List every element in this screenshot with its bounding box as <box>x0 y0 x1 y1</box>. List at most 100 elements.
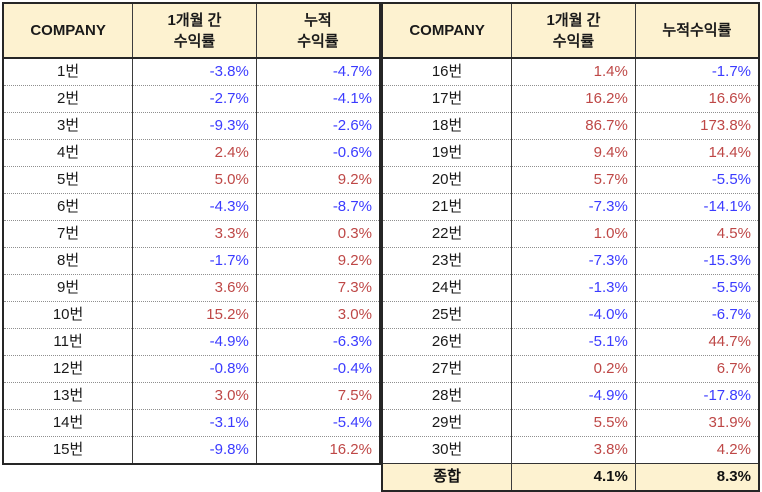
company-cell[interactable]: 14번 <box>3 409 133 437</box>
company-cell[interactable]: 19번 <box>382 139 512 167</box>
cumulative-return-cell[interactable]: 0.3% <box>255 220 380 248</box>
company-cell[interactable]: 2번 <box>3 85 133 113</box>
monthly-return-cell[interactable]: 15.2% <box>132 301 257 329</box>
monthly-return-cell[interactable]: 3.6% <box>132 274 257 302</box>
cumulative-return-cell[interactable]: -4.1% <box>255 85 380 113</box>
monthly-return-cell[interactable]: -1.3% <box>511 274 636 302</box>
cumulative-return-cell[interactable]: -5.5% <box>634 274 759 302</box>
cumulative-return-cell[interactable]: 16.2% <box>255 436 380 464</box>
company-cell[interactable]: 8번 <box>3 247 133 275</box>
company-cell[interactable]: 12번 <box>3 355 133 383</box>
monthly-return-cell[interactable]: 2.4% <box>132 139 257 167</box>
cumulative-return-cell[interactable]: 9.2% <box>255 166 380 194</box>
left-cumulative-return-header-cell[interactable]: 누적 수익률 <box>255 3 380 59</box>
monthly-return-cell[interactable]: 1.4% <box>511 58 636 86</box>
monthly-return-cell[interactable]: 5.7% <box>511 166 636 194</box>
cumulative-return-cell[interactable]: 4.5% <box>634 220 759 248</box>
monthly-return-cell[interactable]: 9.4% <box>511 139 636 167</box>
company-cell[interactable]: 23번 <box>382 247 512 275</box>
company-cell[interactable]: 18번 <box>382 112 512 140</box>
monthly-return-cell[interactable]: -7.3% <box>511 193 636 221</box>
right-returns-table: COMPANY 1개월 간 수익률 누적수익률 16번 1.4% -1.7% 17번 1… <box>381 2 760 492</box>
monthly-return-cell[interactable]: 3.0% <box>132 382 257 410</box>
company-cell[interactable]: 13번 <box>3 382 133 410</box>
cumulative-return-cell[interactable]: 7.5% <box>255 382 380 410</box>
summary-monthly-return-cell[interactable]: 4.1% <box>511 463 636 491</box>
company-cell[interactable]: 28번 <box>382 382 512 410</box>
cumulative-return-cell[interactable]: -6.3% <box>255 328 380 356</box>
cumulative-return-cell[interactable]: 173.8% <box>634 112 759 140</box>
monthly-return-cell[interactable]: -4.0% <box>511 301 636 329</box>
company-cell[interactable]: 25번 <box>382 301 512 329</box>
company-cell[interactable]: 5번 <box>3 166 133 194</box>
summary-label-cell[interactable]: 종합 <box>382 463 512 491</box>
company-cell[interactable]: 16번 <box>431 63 463 80</box>
monthly-return-cell[interactable]: -3.1% <box>132 409 257 437</box>
monthly-return-cell[interactable]: -3.8% <box>132 58 257 86</box>
company-cell[interactable]: 3번 <box>3 112 133 140</box>
company-cell[interactable]: 29번 <box>382 409 512 437</box>
monthly-return-cell[interactable]: -4.3% <box>132 193 257 221</box>
cumulative-return-cell[interactable]: -8.7% <box>255 193 380 221</box>
monthly-return-cell[interactable]: -0.8% <box>132 355 257 383</box>
monthly-return-cell[interactable]: -9.3% <box>132 112 257 140</box>
cumulative-return-cell[interactable]: -6.7% <box>634 301 759 329</box>
cumulative-return-cell[interactable]: -0.4% <box>255 355 380 383</box>
monthly-return-cell[interactable]: 3.8% <box>511 436 636 464</box>
company-cell[interactable]: 9번 <box>3 274 133 302</box>
cumulative-return-cell[interactable]: 16.6% <box>634 85 759 113</box>
company-cell[interactable]: 4번 <box>3 139 133 167</box>
company-cell[interactable]: 11번 <box>3 328 133 356</box>
company-cell[interactable]: 24번 <box>382 274 512 302</box>
cumulative-return-cell[interactable]: 7.3% <box>255 274 380 302</box>
company-cell[interactable]: 1번 <box>57 63 80 80</box>
cumulative-return-cell[interactable]: 44.7% <box>634 328 759 356</box>
cumulative-return-cell[interactable]: 6.7% <box>634 355 759 383</box>
monthly-return-cell[interactable]: -5.1% <box>511 328 636 356</box>
right-cumulative-return-header-cell[interactable]: 누적수익률 <box>634 3 759 59</box>
left-company-header-cell[interactable]: COMPANY <box>3 3 133 59</box>
company-cell[interactable]: 26번 <box>382 328 512 356</box>
monthly-return-cell[interactable]: -7.3% <box>511 247 636 275</box>
company-cell[interactable]: 21번 <box>382 193 512 221</box>
company-cell[interactable]: 22번 <box>382 220 512 248</box>
cumulative-return-cell[interactable]: -2.6% <box>255 112 380 140</box>
company-cell[interactable]: 17번 <box>382 85 512 113</box>
company-cell[interactable]: 30번 <box>382 436 512 464</box>
right-monthly-return-header-cell[interactable]: 1개월 간 수익률 <box>511 3 636 59</box>
company-cell[interactable]: 6번 <box>3 193 133 221</box>
cumulative-return-cell[interactable]: -1.7% <box>634 58 759 86</box>
company-cell[interactable]: 15번 <box>3 436 133 464</box>
company-cell[interactable]: 7번 <box>3 220 133 248</box>
right-company-header-cell[interactable]: COMPANY <box>382 3 512 59</box>
monthly-return-cell[interactable]: -4.9% <box>132 328 257 356</box>
cumulative-return-cell[interactable]: -14.1% <box>634 193 759 221</box>
monthly-return-cell[interactable]: 16.2% <box>511 85 636 113</box>
summary-cumulative-return-cell[interactable]: 8.3% <box>634 463 759 491</box>
cumulative-return-cell[interactable]: -5.5% <box>634 166 759 194</box>
monthly-return-cell[interactable]: 0.2% <box>511 355 636 383</box>
company-cell[interactable]: 20번 <box>382 166 512 194</box>
cumulative-return-cell[interactable]: 3.0% <box>255 301 380 329</box>
monthly-return-cell[interactable]: 1.0% <box>511 220 636 248</box>
monthly-return-cell[interactable]: 5.0% <box>132 166 257 194</box>
monthly-return-cell[interactable]: 3.3% <box>132 220 257 248</box>
cumulative-return-cell[interactable]: 9.2% <box>255 247 380 275</box>
left-monthly-return-header-cell[interactable]: 1개월 간 수익률 <box>132 3 257 59</box>
cumulative-return-cell[interactable]: 31.9% <box>634 409 759 437</box>
cumulative-return-cell[interactable]: 14.4% <box>634 139 759 167</box>
cumulative-return-cell[interactable]: -0.6% <box>255 139 380 167</box>
monthly-return-cell[interactable]: -4.9% <box>511 382 636 410</box>
cumulative-return-cell[interactable]: -15.3% <box>634 247 759 275</box>
cumulative-return-cell[interactable]: 4.2% <box>634 436 759 464</box>
monthly-return-cell[interactable]: -2.7% <box>132 85 257 113</box>
cumulative-return-cell[interactable]: -4.7% <box>255 58 380 86</box>
cumulative-return-cell[interactable]: -17.8% <box>634 382 759 410</box>
company-cell[interactable]: 10번 <box>3 301 133 329</box>
cumulative-return-cell[interactable]: -5.4% <box>255 409 380 437</box>
monthly-return-cell[interactable]: -1.7% <box>132 247 257 275</box>
monthly-return-cell[interactable]: -9.8% <box>132 436 257 464</box>
monthly-return-cell[interactable]: 5.5% <box>511 409 636 437</box>
monthly-return-cell[interactable]: 86.7% <box>511 112 636 140</box>
company-cell[interactable]: 27번 <box>382 355 512 383</box>
